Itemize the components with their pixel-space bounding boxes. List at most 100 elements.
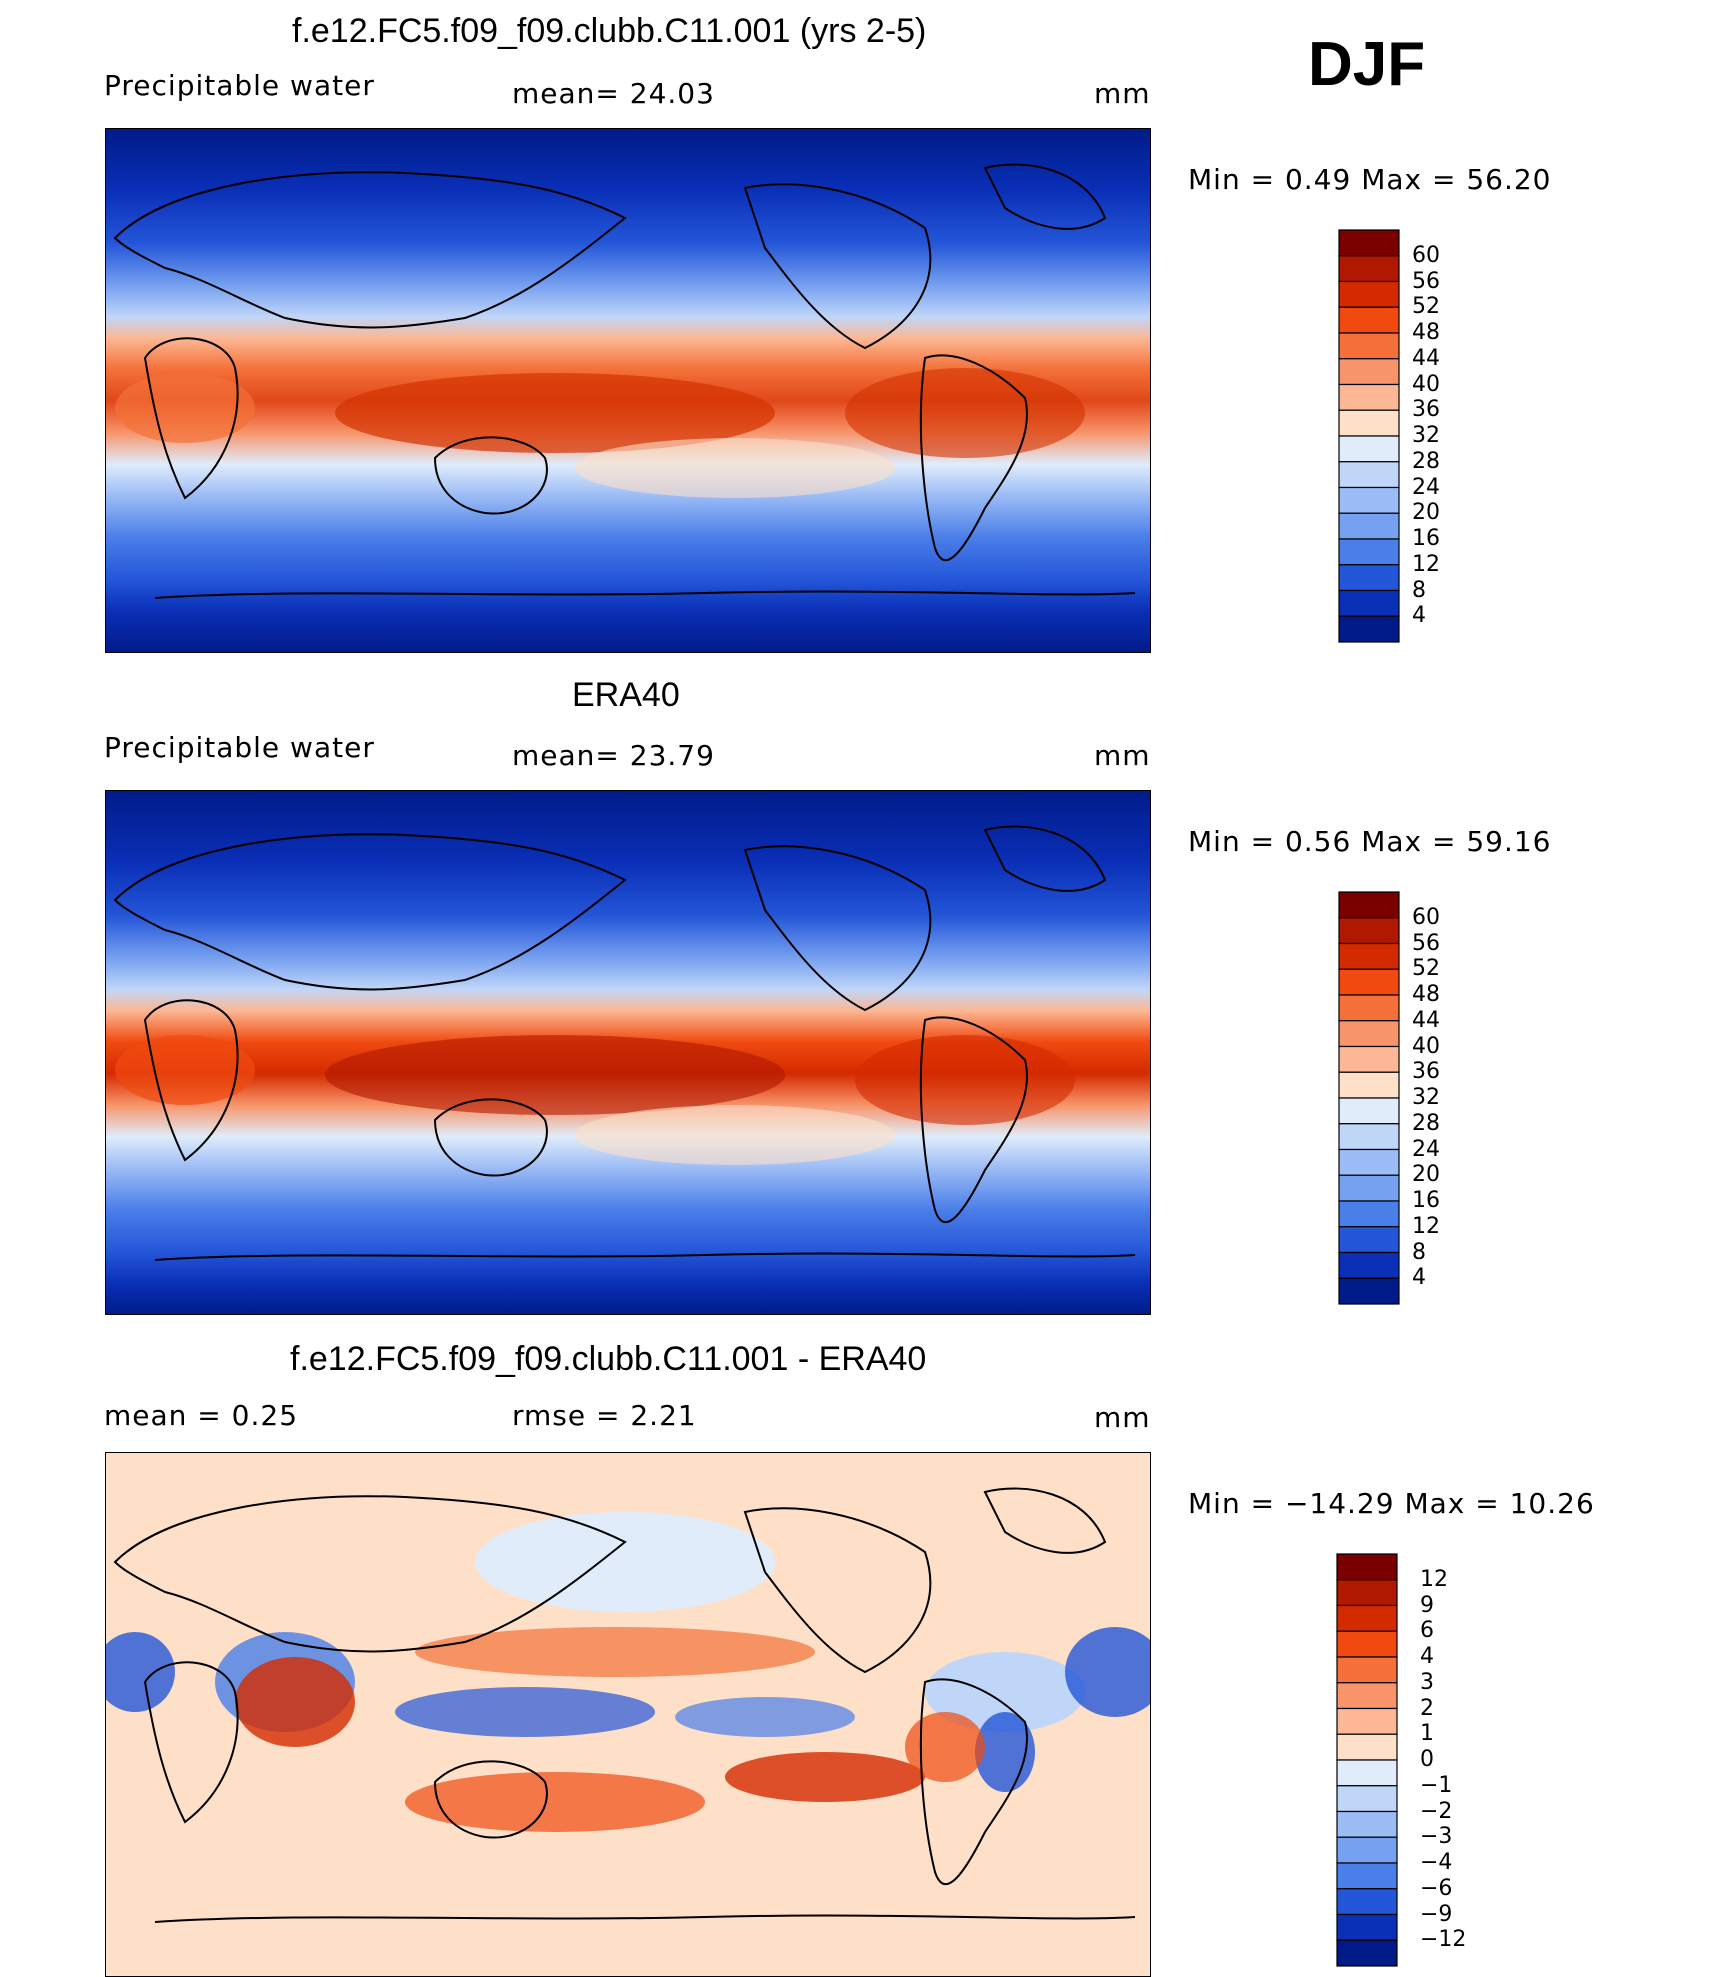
colorbar-swatch — [1336, 1836, 1398, 1864]
colorbar-swatch — [1338, 564, 1400, 592]
colorbar-swatch — [1336, 1759, 1398, 1787]
colorbar-tick-label: 60 — [1412, 242, 1440, 268]
season-label: DJF — [1308, 30, 1426, 99]
colorbar-swatch — [1338, 1277, 1400, 1305]
colorbar-tick-label: 56 — [1412, 268, 1440, 294]
colorbar-tick-label: 8 — [1412, 1239, 1426, 1265]
colorbar-swatch — [1338, 615, 1400, 643]
colorbar-swatch — [1338, 435, 1400, 463]
colorbar-swatch — [1338, 461, 1400, 489]
colorbar-swatch — [1338, 358, 1400, 386]
colorbar-tick-label: 16 — [1412, 1188, 1440, 1213]
colorbar-swatch — [1336, 1913, 1398, 1941]
colorbar-swatch — [1338, 306, 1400, 334]
colorbar-swatch — [1336, 1707, 1398, 1735]
panel-3-map — [105, 1452, 1151, 1977]
panel-1-minmax: Min = 0.49 Max = 56.20 — [1188, 163, 1552, 196]
colorbar-swatch — [1336, 1785, 1398, 1813]
colorbar-swatch — [1336, 1579, 1398, 1607]
colorbar-swatch — [1336, 1630, 1398, 1658]
panel-1-title: f.e12.FC5.f09_f09.clubb.C11.001 (yrs 2-5… — [292, 12, 927, 50]
panel-2-map — [105, 790, 1151, 1315]
coastlines — [113, 163, 1136, 599]
panel-2-units: mm — [1094, 739, 1151, 772]
colorbar-tick-label: 0 — [1420, 1747, 1434, 1772]
colorbar-tick-label: 12 — [1420, 1566, 1448, 1592]
panel-3-units: mm — [1094, 1401, 1151, 1434]
colorbar-swatch — [1338, 1174, 1400, 1202]
colorbar-tick-label: 4 — [1412, 1265, 1426, 1291]
colorbar-tick-label: 40 — [1412, 1033, 1440, 1059]
colorbar-tick-label: 40 — [1412, 371, 1440, 397]
colorbar-tick-label: 28 — [1412, 1110, 1440, 1136]
colorbar-swatch — [1338, 538, 1400, 566]
panel-2-variable-label: Precipitable water — [104, 731, 375, 764]
colorbar-tick-label: −12 — [1420, 1927, 1467, 1953]
colorbar-tick-label: −4 — [1420, 1850, 1453, 1875]
colorbar-swatch — [1338, 589, 1400, 617]
colorbar-swatch — [1338, 1226, 1400, 1254]
colorbar-swatch — [1336, 1682, 1398, 1710]
colorbar-swatch — [1338, 968, 1400, 996]
colorbar-tick-label: 1 — [1420, 1721, 1434, 1747]
coastlines — [113, 825, 1136, 1261]
panel-1-map — [105, 128, 1151, 653]
colorbar-swatch — [1336, 1733, 1398, 1761]
colorbar-tick-label: 44 — [1412, 345, 1440, 371]
colorbar-tick-label: 36 — [1412, 1059, 1440, 1085]
panel-3-rmse-label: rmse = 2.21 — [512, 1399, 697, 1432]
colorbar-tick-label: 32 — [1412, 423, 1440, 448]
colorbar-tick-label: 60 — [1412, 904, 1440, 930]
colorbar-swatch — [1336, 1604, 1398, 1632]
colorbar-swatch — [1336, 1810, 1398, 1838]
colorbar-tick-label: 9 — [1420, 1592, 1434, 1618]
colorbar-tick-label: 24 — [1412, 1136, 1440, 1162]
colorbar-tick-label: 4 — [1420, 1644, 1434, 1669]
colorbar-tick-label: 2 — [1420, 1695, 1434, 1721]
panel-2-mean-label: mean= 23.79 — [512, 739, 715, 772]
panel-3-title: f.e12.FC5.f09_f09.clubb.C11.001 - ERA40 — [290, 1340, 927, 1378]
colorbar-swatch — [1338, 409, 1400, 437]
colorbar-tick-label: 20 — [1412, 1162, 1440, 1188]
colorbar-swatch — [1338, 1251, 1400, 1279]
panel-1-mean-label: mean= 24.03 — [512, 77, 715, 110]
colorbar-tick-label: 6 — [1420, 1618, 1434, 1644]
colorbar-tick-label: 52 — [1412, 956, 1440, 982]
colorbar-swatch — [1338, 255, 1400, 283]
panel-2-colorbar — [1338, 891, 1400, 1305]
colorbar-tick-label: 20 — [1412, 500, 1440, 526]
colorbar-tick-label: 8 — [1412, 577, 1426, 603]
colorbar-swatch — [1336, 1888, 1398, 1916]
colorbar-tick-label: 24 — [1412, 474, 1440, 500]
colorbar-swatch — [1336, 1862, 1398, 1890]
colorbar-swatch — [1338, 229, 1400, 257]
colorbar-swatch — [1338, 383, 1400, 411]
colorbar-swatch — [1338, 1097, 1400, 1125]
colorbar-swatch — [1338, 1123, 1400, 1151]
colorbar-tick-label: −2 — [1420, 1798, 1453, 1824]
panel-1-colorbar — [1338, 229, 1400, 643]
colorbar-swatch — [1336, 1939, 1398, 1967]
colorbar-tick-label: 28 — [1412, 448, 1440, 474]
colorbar-swatch — [1338, 1020, 1400, 1048]
colorbar-swatch — [1338, 1200, 1400, 1228]
panel-3-mean-label: mean = 0.25 — [104, 1399, 299, 1432]
colorbar-tick-label: 36 — [1412, 397, 1440, 423]
colorbar-swatch — [1338, 891, 1400, 919]
panel-2-minmax: Min = 0.56 Max = 59.16 — [1188, 825, 1552, 858]
colorbar-swatch — [1338, 994, 1400, 1022]
colorbar-swatch — [1338, 1148, 1400, 1176]
colorbar-tick-label: 12 — [1412, 1213, 1440, 1239]
colorbar-swatch — [1338, 1045, 1400, 1073]
panel-1-units: mm — [1094, 77, 1151, 110]
colorbar-tick-label: −6 — [1420, 1875, 1453, 1901]
colorbar-swatch — [1336, 1656, 1398, 1684]
colorbar-tick-label: 48 — [1412, 320, 1440, 345]
colorbar-tick-label: 12 — [1412, 551, 1440, 577]
colorbar-tick-label: 32 — [1412, 1085, 1440, 1110]
colorbar-tick-label: 16 — [1412, 526, 1440, 551]
colorbar-swatch — [1338, 486, 1400, 514]
colorbar-tick-label: −3 — [1420, 1824, 1453, 1850]
colorbar-tick-label: 3 — [1420, 1669, 1434, 1695]
colorbar-tick-label: −9 — [1420, 1901, 1453, 1927]
